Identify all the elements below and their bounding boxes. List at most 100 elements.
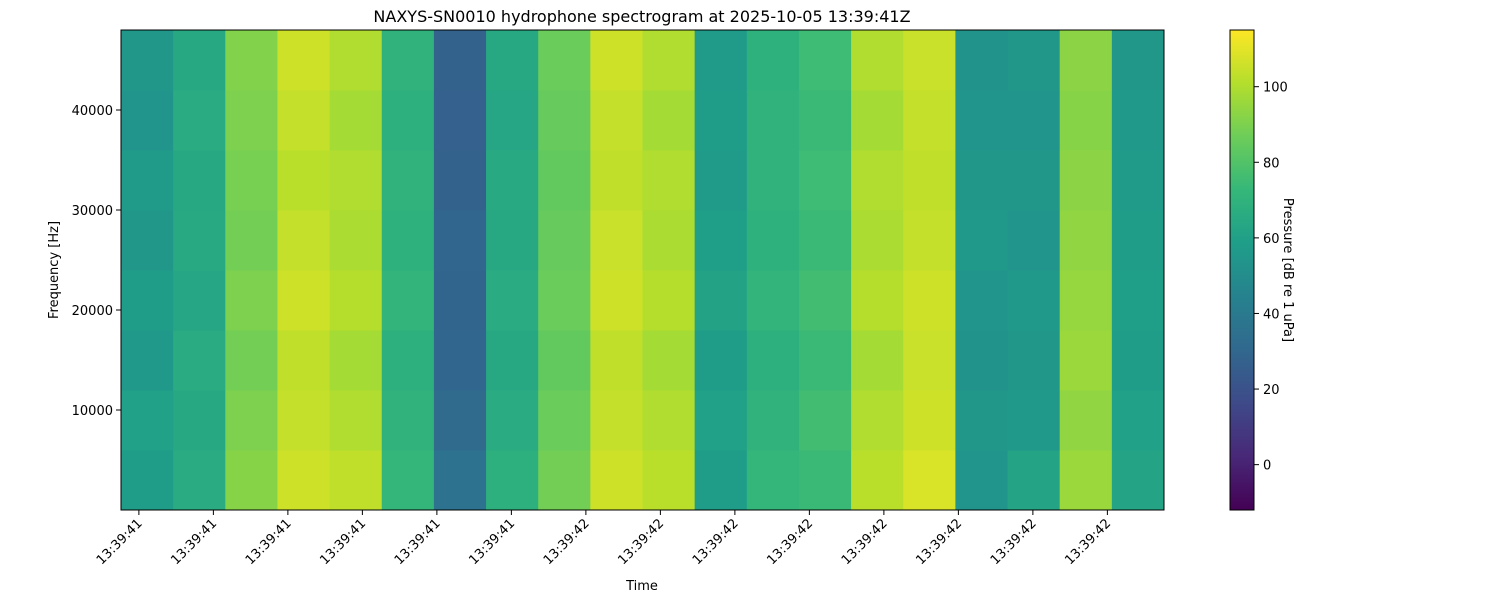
heatmap-cell bbox=[642, 330, 696, 391]
heatmap-cell bbox=[225, 210, 278, 271]
heatmap-cell bbox=[173, 270, 226, 331]
heatmap-cell bbox=[1059, 210, 1113, 271]
heatmap-cell bbox=[1059, 270, 1113, 331]
x-tick-label: 13:39:41 bbox=[94, 516, 146, 568]
heatmap-cell bbox=[121, 90, 174, 151]
colorbar-tick-label: 60 bbox=[1263, 232, 1280, 247]
heatmap-cell bbox=[642, 150, 696, 211]
heatmap-cell bbox=[486, 390, 539, 451]
y-tick-label: 30000 bbox=[72, 204, 113, 219]
heatmap-cell bbox=[746, 90, 800, 151]
heatmap-cell bbox=[1111, 150, 1165, 211]
heatmap-cell bbox=[1059, 30, 1113, 91]
heatmap-cell bbox=[955, 330, 1009, 391]
heatmap-cell bbox=[642, 390, 696, 451]
heatmap-cell bbox=[746, 390, 800, 451]
heatmap-cell bbox=[1111, 330, 1165, 391]
heatmap-cell bbox=[277, 30, 331, 91]
heatmap-cell bbox=[642, 270, 696, 331]
heatmap-cell bbox=[851, 390, 904, 451]
heatmap-cell bbox=[694, 450, 748, 511]
y-tick-label: 40000 bbox=[72, 104, 113, 119]
heatmap-cell bbox=[903, 210, 956, 271]
heatmap-cell bbox=[590, 330, 643, 391]
heatmap-cell bbox=[590, 450, 643, 511]
heatmap-cell bbox=[486, 90, 539, 151]
heatmap-cell bbox=[694, 330, 748, 391]
heatmap-cell bbox=[642, 450, 696, 511]
heatmap-cell bbox=[381, 390, 435, 451]
heatmap-cell bbox=[1111, 30, 1165, 91]
heatmap-cell bbox=[277, 330, 331, 391]
heatmap-cell bbox=[851, 270, 904, 331]
heatmap-cell bbox=[1007, 270, 1061, 331]
x-tick-label: 13:39:41 bbox=[168, 516, 220, 568]
heatmap-cell bbox=[225, 450, 278, 511]
chart-title: NAXYS-SN0010 hydrophone spectrogram at 2… bbox=[373, 7, 910, 26]
heatmap-cell bbox=[798, 330, 852, 391]
heatmap-cell bbox=[433, 450, 487, 511]
heatmap-cell bbox=[694, 210, 748, 271]
heatmap-cell bbox=[173, 450, 226, 511]
heatmap-cell bbox=[486, 330, 539, 391]
x-tick-label: 13:39:42 bbox=[541, 516, 593, 568]
heatmap-cell bbox=[381, 90, 435, 151]
heatmap-cell bbox=[121, 390, 174, 451]
heatmap-cell bbox=[694, 390, 748, 451]
heatmap-cell bbox=[121, 450, 174, 511]
heatmap-cell bbox=[798, 150, 852, 211]
heatmap-cell bbox=[381, 150, 435, 211]
heatmap-cell bbox=[433, 30, 487, 91]
heatmap-cell bbox=[851, 210, 904, 271]
heatmap-cell bbox=[329, 450, 383, 511]
x-tick-label: 13:39:42 bbox=[913, 516, 965, 568]
heatmap-cell bbox=[1007, 150, 1061, 211]
heatmap-cell bbox=[1007, 210, 1061, 271]
heatmap-cell bbox=[173, 330, 226, 391]
heatmap-cell bbox=[1059, 450, 1113, 511]
heatmap-cell bbox=[1007, 450, 1061, 511]
heatmap-cell bbox=[486, 270, 539, 331]
heatmap-cell bbox=[642, 30, 696, 91]
plot-frame bbox=[120, 29, 1165, 511]
heatmap-cell bbox=[225, 270, 278, 331]
heatmap-cell bbox=[851, 450, 904, 511]
heatmap-cell bbox=[277, 450, 331, 511]
heatmap-cell bbox=[538, 450, 591, 511]
heatmap-cell bbox=[1059, 150, 1113, 211]
heatmap-cell bbox=[798, 210, 852, 271]
heatmap-cell bbox=[121, 150, 174, 211]
heatmap-cell bbox=[277, 90, 331, 151]
x-tick-label: 13:39:41 bbox=[317, 516, 369, 568]
heatmap-cell bbox=[642, 90, 696, 151]
heatmap-cell bbox=[433, 330, 487, 391]
heatmap-cell bbox=[694, 90, 748, 151]
heatmap-cell bbox=[694, 30, 748, 91]
heatmap-cell bbox=[1111, 390, 1165, 451]
heatmap-cell bbox=[746, 210, 800, 271]
heatmap-cell bbox=[1111, 450, 1165, 511]
y-axis-label: Frequency [Hz] bbox=[47, 221, 62, 319]
heatmap-cell bbox=[903, 150, 956, 211]
x-tick-label: 13:39:42 bbox=[839, 516, 891, 568]
heatmap-cell bbox=[955, 450, 1009, 511]
heatmap-cell bbox=[381, 30, 435, 91]
heatmap-cell bbox=[121, 210, 174, 271]
colorbar-tick-label: 100 bbox=[1263, 81, 1288, 96]
heatmap-cell bbox=[538, 150, 591, 211]
x-tick-label: 13:39:42 bbox=[764, 516, 816, 568]
heatmap-cell bbox=[590, 90, 643, 151]
heatmap-cell bbox=[173, 150, 226, 211]
heatmap-cell bbox=[225, 330, 278, 391]
heatmap-cell bbox=[955, 150, 1009, 211]
heatmap-cell bbox=[173, 30, 226, 91]
heatmap-cell bbox=[903, 270, 956, 331]
colorbar-tick-label: 80 bbox=[1263, 156, 1280, 171]
heatmap-cell bbox=[433, 90, 487, 151]
heatmap-cell bbox=[694, 270, 748, 331]
colorbar-tick-label: 20 bbox=[1263, 383, 1280, 398]
heatmap-cell bbox=[590, 210, 643, 271]
heatmap-cell bbox=[225, 390, 278, 451]
x-tick-label: 13:39:42 bbox=[615, 516, 667, 568]
